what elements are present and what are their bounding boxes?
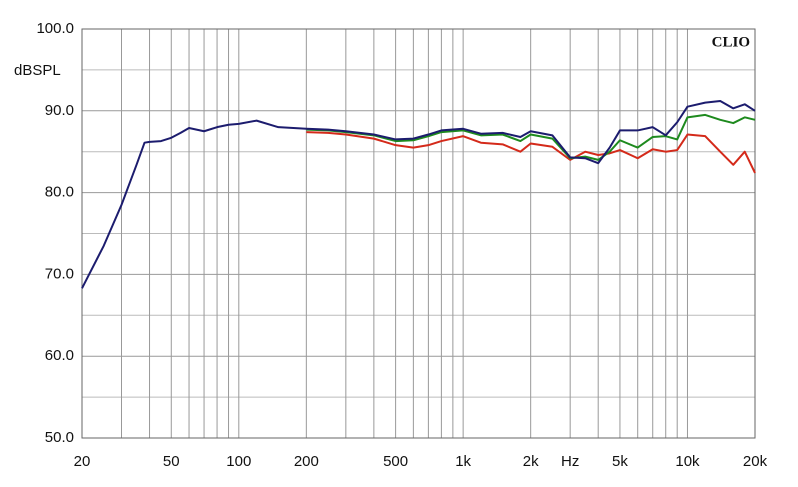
y-axis-label: dBSPL bbox=[14, 62, 61, 79]
x-tick-label: 5k bbox=[612, 453, 628, 470]
plot-frame bbox=[81, 28, 756, 439]
x-tick-label: Hz bbox=[561, 453, 579, 470]
y-tick-label: 90.0 bbox=[45, 102, 74, 119]
x-tick-label: 2k bbox=[523, 453, 539, 470]
annotation: CLIO bbox=[712, 34, 750, 50]
x-tick-label: 20k bbox=[743, 453, 768, 470]
x-tick-label: 50 bbox=[163, 453, 180, 470]
y-tick-label: 70.0 bbox=[45, 265, 74, 282]
x-tick-label: 500 bbox=[383, 453, 408, 470]
x-tick-label: 200 bbox=[294, 453, 319, 470]
series-line bbox=[306, 131, 756, 174]
y-tick-label: 50.0 bbox=[45, 429, 74, 446]
x-tick-label: 20 bbox=[74, 453, 91, 470]
x-tick-label: 10k bbox=[675, 453, 700, 470]
y-tick-label: 100.0 bbox=[36, 20, 74, 37]
series-line bbox=[81, 99, 756, 289]
x-tick-label: 100 bbox=[226, 453, 251, 470]
x-tick-label: 1k bbox=[455, 453, 471, 470]
y-tick-label: 80.0 bbox=[45, 184, 74, 201]
y-tick-label: 60.0 bbox=[45, 347, 74, 364]
